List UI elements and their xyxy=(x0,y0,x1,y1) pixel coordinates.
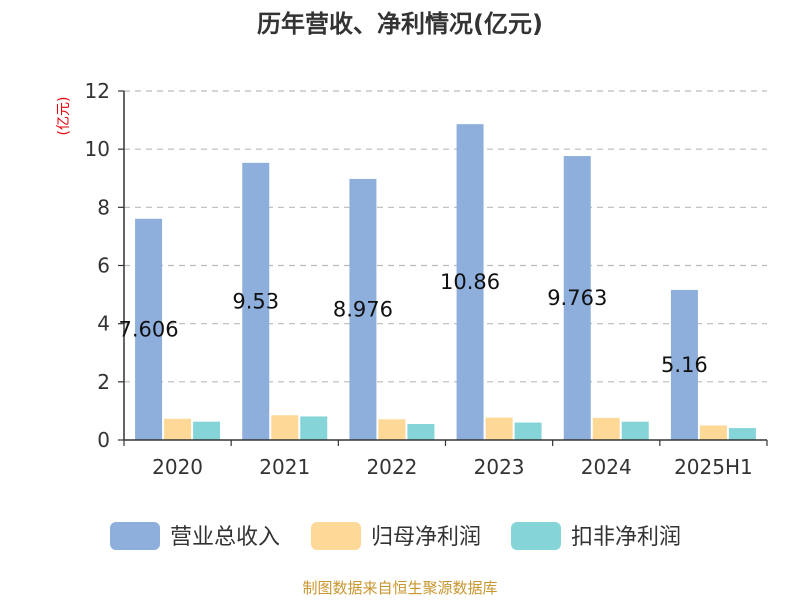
legend-label: 扣非净利润 xyxy=(571,525,681,550)
x-tick-label: 2021 xyxy=(259,455,310,479)
legend-swatch xyxy=(311,522,361,550)
bar[interactable] xyxy=(271,415,299,440)
y-tick-label: 12 xyxy=(85,79,110,103)
y-tick-label: 10 xyxy=(85,137,110,161)
bar[interactable] xyxy=(349,178,377,440)
legend-swatch xyxy=(511,522,561,550)
legend-label: 归母净利润 xyxy=(371,525,481,550)
legend-swatch xyxy=(110,522,160,550)
bar[interactable] xyxy=(164,418,192,440)
data-labels: 7.606 9.53 8.976 10.86 9.763 5.16 xyxy=(119,270,708,377)
legend-item[interactable]: 归母净利润 xyxy=(311,522,481,550)
bar[interactable] xyxy=(728,428,756,440)
y-axis-unit-label: (亿元) xyxy=(56,97,72,136)
bar[interactable] xyxy=(699,425,727,440)
bar[interactable] xyxy=(485,417,513,440)
legend[interactable]: 营业总收入 归母净利润 扣非净利润 xyxy=(110,522,681,550)
data-label: 7.606 xyxy=(119,317,179,341)
y-tick-label: 0 xyxy=(97,428,110,452)
gridlines xyxy=(124,90,767,383)
bar[interactable] xyxy=(135,218,163,440)
source-note: 制图数据来自恒生聚源数据库 xyxy=(302,579,497,597)
legend-item[interactable]: 营业总收入 xyxy=(110,522,280,550)
y-tick-label: 8 xyxy=(97,195,110,219)
data-label: 8.976 xyxy=(333,297,393,321)
axes: 0 2 4 6 8 10 12 2020 2021 2022 2023 2024 2025H1 xyxy=(85,79,768,479)
bar[interactable] xyxy=(378,419,406,440)
bar[interactable] xyxy=(563,156,591,440)
bars xyxy=(135,124,756,441)
bar[interactable] xyxy=(193,421,221,440)
x-tick-label: 2024 xyxy=(581,455,632,479)
x-tick-label: 2020 xyxy=(152,455,203,479)
legend-item[interactable]: 扣非净利润 xyxy=(511,522,681,550)
bar[interactable] xyxy=(621,421,649,440)
data-label: 10.86 xyxy=(440,270,500,294)
bar[interactable] xyxy=(407,424,435,440)
bar[interactable] xyxy=(456,124,484,440)
bar[interactable] xyxy=(242,162,270,441)
bar[interactable] xyxy=(300,416,328,440)
data-label: 9.763 xyxy=(547,286,607,310)
chart-title: 历年营收、净利情况(亿元) xyxy=(257,10,543,38)
data-label: 9.53 xyxy=(232,289,279,313)
bar[interactable] xyxy=(670,289,698,440)
bar[interactable] xyxy=(514,422,542,440)
y-tick-label: 2 xyxy=(97,370,110,394)
y-tick-label: 4 xyxy=(97,312,110,336)
y-tick-label: 6 xyxy=(97,254,110,278)
legend-label: 营业总收入 xyxy=(170,525,280,550)
x-tick-label: 2022 xyxy=(366,455,417,479)
x-tick-label: 2023 xyxy=(474,455,525,479)
bar[interactable] xyxy=(592,417,620,440)
data-label: 5.16 xyxy=(661,353,708,377)
x-tick-label: 2025H1 xyxy=(674,455,753,479)
